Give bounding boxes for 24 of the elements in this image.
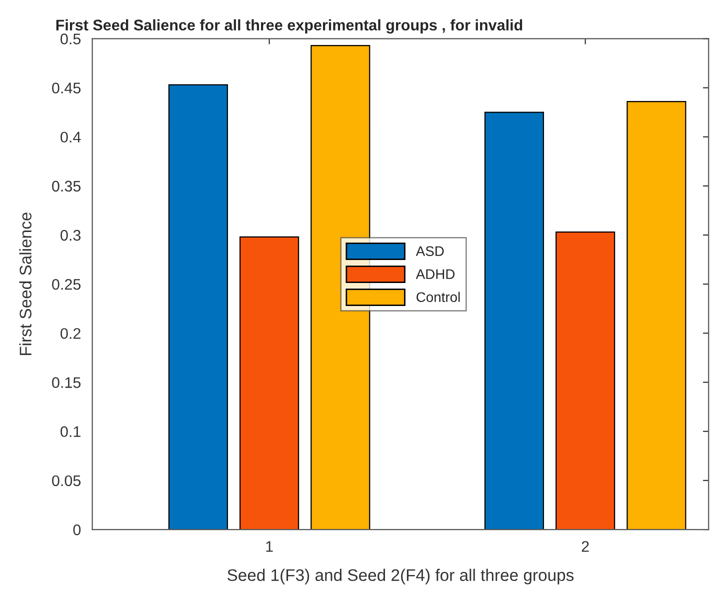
y-tick-label: 0.1	[60, 426, 80, 438]
bar	[168, 84, 228, 530]
y-tick-label: 0.2	[60, 328, 80, 339]
bar	[556, 232, 616, 530]
x-axis-title: Seed 1(F3) and Seed 2(F4) for all three groups	[228, 568, 574, 584]
y-tick-label: 0.5	[60, 34, 81, 44]
y-tick-label: 0.45	[52, 82, 81, 94]
bar	[626, 100, 686, 530]
legend-label: Control	[416, 292, 460, 302]
y-tick-label: 0.4	[60, 132, 81, 143]
y-axis-title: First Seed Salience	[19, 212, 32, 355]
legend-label: ASD	[416, 246, 444, 256]
x-tick-label: 1	[266, 541, 273, 552]
legend-label: ADHD	[416, 269, 455, 279]
bar	[484, 112, 544, 530]
x-tick-label: 2	[582, 541, 589, 552]
y-tick-label: 0.3	[60, 230, 81, 241]
bar	[239, 236, 300, 530]
y-tick-label: 0.25	[52, 278, 81, 290]
y-tick-label: 0	[73, 524, 81, 536]
y-tick-label: 0.35	[52, 180, 81, 192]
chart-title: First Seed Salience for all three experimental groups , for invalid	[56, 19, 522, 34]
y-tick-label: 0.05	[52, 475, 81, 486]
y-tick-label: 0.15	[52, 377, 81, 388]
